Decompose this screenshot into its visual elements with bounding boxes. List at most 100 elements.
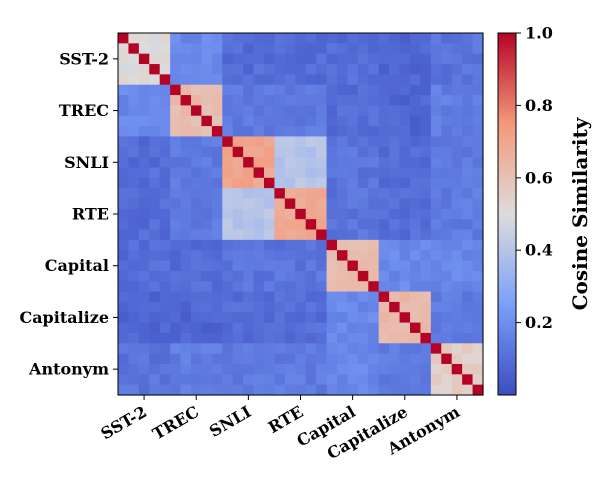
heatmap-cell bbox=[284, 353, 296, 365]
heatmap-cell bbox=[274, 95, 286, 106]
heatmap-cell bbox=[389, 208, 401, 220]
heatmap-cell bbox=[389, 332, 401, 344]
heatmap-cell bbox=[451, 146, 463, 158]
heatmap-cell bbox=[451, 95, 463, 106]
heatmap-cell bbox=[316, 157, 328, 169]
heatmap-cell bbox=[368, 270, 380, 282]
heatmap-cell bbox=[347, 363, 359, 375]
heatmap-cell bbox=[451, 239, 463, 251]
heatmap-cell bbox=[264, 126, 276, 138]
heatmap-cell bbox=[326, 64, 338, 75]
heatmap-cell bbox=[378, 157, 390, 169]
heatmap-cell bbox=[399, 157, 411, 169]
heatmap-cell bbox=[170, 208, 182, 220]
heatmap-cell bbox=[180, 374, 192, 386]
heatmap-cell bbox=[118, 322, 130, 334]
heatmap-cell bbox=[337, 312, 349, 324]
heatmap-cell bbox=[222, 239, 234, 251]
heatmap-cell bbox=[399, 270, 411, 282]
heatmap-cell bbox=[159, 136, 171, 148]
heatmap-cell bbox=[118, 43, 130, 55]
heatmap-cell bbox=[410, 33, 422, 44]
heatmap-cell bbox=[347, 219, 359, 231]
heatmap-cell bbox=[170, 343, 182, 355]
heatmap-cell bbox=[389, 74, 401, 86]
heatmap-cell-diagonal bbox=[305, 219, 317, 231]
heatmap-cell bbox=[149, 229, 161, 241]
heatmap-cell bbox=[128, 343, 140, 355]
heatmap-cell bbox=[264, 95, 276, 106]
heatmap-cell bbox=[170, 64, 182, 75]
heatmap-cell bbox=[264, 167, 276, 179]
heatmap-cell bbox=[472, 157, 484, 169]
heatmap-cell bbox=[462, 188, 474, 200]
heatmap-cell-diagonal bbox=[357, 270, 369, 282]
heatmap-cell bbox=[232, 384, 244, 396]
heatmap-cell bbox=[264, 115, 276, 127]
heatmap-cell bbox=[222, 312, 234, 324]
heatmap-cell bbox=[410, 157, 422, 169]
heatmap-cell bbox=[253, 33, 265, 44]
heatmap-cell bbox=[138, 312, 150, 324]
heatmap-cell bbox=[128, 84, 140, 96]
heatmap-cell bbox=[451, 312, 463, 324]
heatmap-cell bbox=[430, 332, 442, 344]
heatmap-cell bbox=[462, 43, 474, 55]
heatmap-cell bbox=[149, 353, 161, 365]
y-tick-label: SNLI bbox=[64, 153, 109, 172]
heatmap-cell bbox=[389, 260, 401, 272]
heatmap-cell-diagonal bbox=[420, 332, 432, 344]
heatmap-cell bbox=[243, 53, 255, 65]
heatmap-cell bbox=[191, 208, 203, 220]
heatmap-cell bbox=[191, 270, 203, 282]
heatmap-cell bbox=[222, 301, 234, 313]
heatmap-cell bbox=[149, 157, 161, 169]
heatmap-cell bbox=[201, 322, 213, 334]
heatmap-cell bbox=[284, 74, 296, 86]
heatmap-cell bbox=[180, 332, 192, 344]
heatmap-cell bbox=[347, 33, 359, 44]
heatmap-cell bbox=[274, 270, 286, 282]
heatmap-cell bbox=[295, 95, 307, 106]
heatmap-cell bbox=[201, 33, 213, 44]
heatmap-cell bbox=[295, 33, 307, 44]
heatmap-cell bbox=[451, 322, 463, 334]
heatmap-cell-diagonal bbox=[253, 167, 265, 179]
heatmap-cell bbox=[316, 64, 328, 75]
heatmap-cell bbox=[430, 167, 442, 179]
heatmap-cell-diagonal bbox=[149, 64, 161, 75]
heatmap-cell bbox=[170, 115, 182, 127]
heatmap-cell bbox=[410, 188, 422, 200]
heatmap-cell bbox=[201, 157, 213, 169]
heatmap-cell bbox=[274, 363, 286, 375]
heatmap-cell bbox=[462, 384, 474, 396]
heatmap-cell bbox=[399, 167, 411, 179]
heatmap-cell bbox=[337, 219, 349, 231]
heatmap-cell bbox=[357, 188, 369, 200]
heatmap-cell-diagonal bbox=[326, 239, 338, 251]
heatmap-cell bbox=[180, 198, 192, 210]
heatmap-cell bbox=[253, 332, 265, 344]
heatmap-cell bbox=[274, 74, 286, 86]
heatmap-cell bbox=[201, 363, 213, 375]
colorbar bbox=[497, 32, 517, 396]
heatmap-cell bbox=[399, 95, 411, 106]
heatmap-cell bbox=[118, 301, 130, 313]
heatmap-cell bbox=[420, 384, 432, 396]
heatmap-cell bbox=[389, 312, 401, 324]
heatmap-cell bbox=[243, 250, 255, 262]
heatmap-cell bbox=[232, 260, 244, 272]
heatmap-cell bbox=[347, 374, 359, 386]
heatmap-cell bbox=[159, 43, 171, 55]
heatmap-cell bbox=[138, 270, 150, 282]
heatmap-cell bbox=[399, 250, 411, 262]
heatmap-cell bbox=[201, 84, 213, 96]
heatmap-cell bbox=[180, 312, 192, 324]
heatmap-cell bbox=[347, 353, 359, 365]
heatmap-cell bbox=[264, 208, 276, 220]
heatmap-cell bbox=[347, 239, 359, 251]
heatmap-cell bbox=[201, 95, 213, 106]
heatmap-cell-diagonal bbox=[170, 84, 182, 96]
heatmap-cell bbox=[264, 343, 276, 355]
